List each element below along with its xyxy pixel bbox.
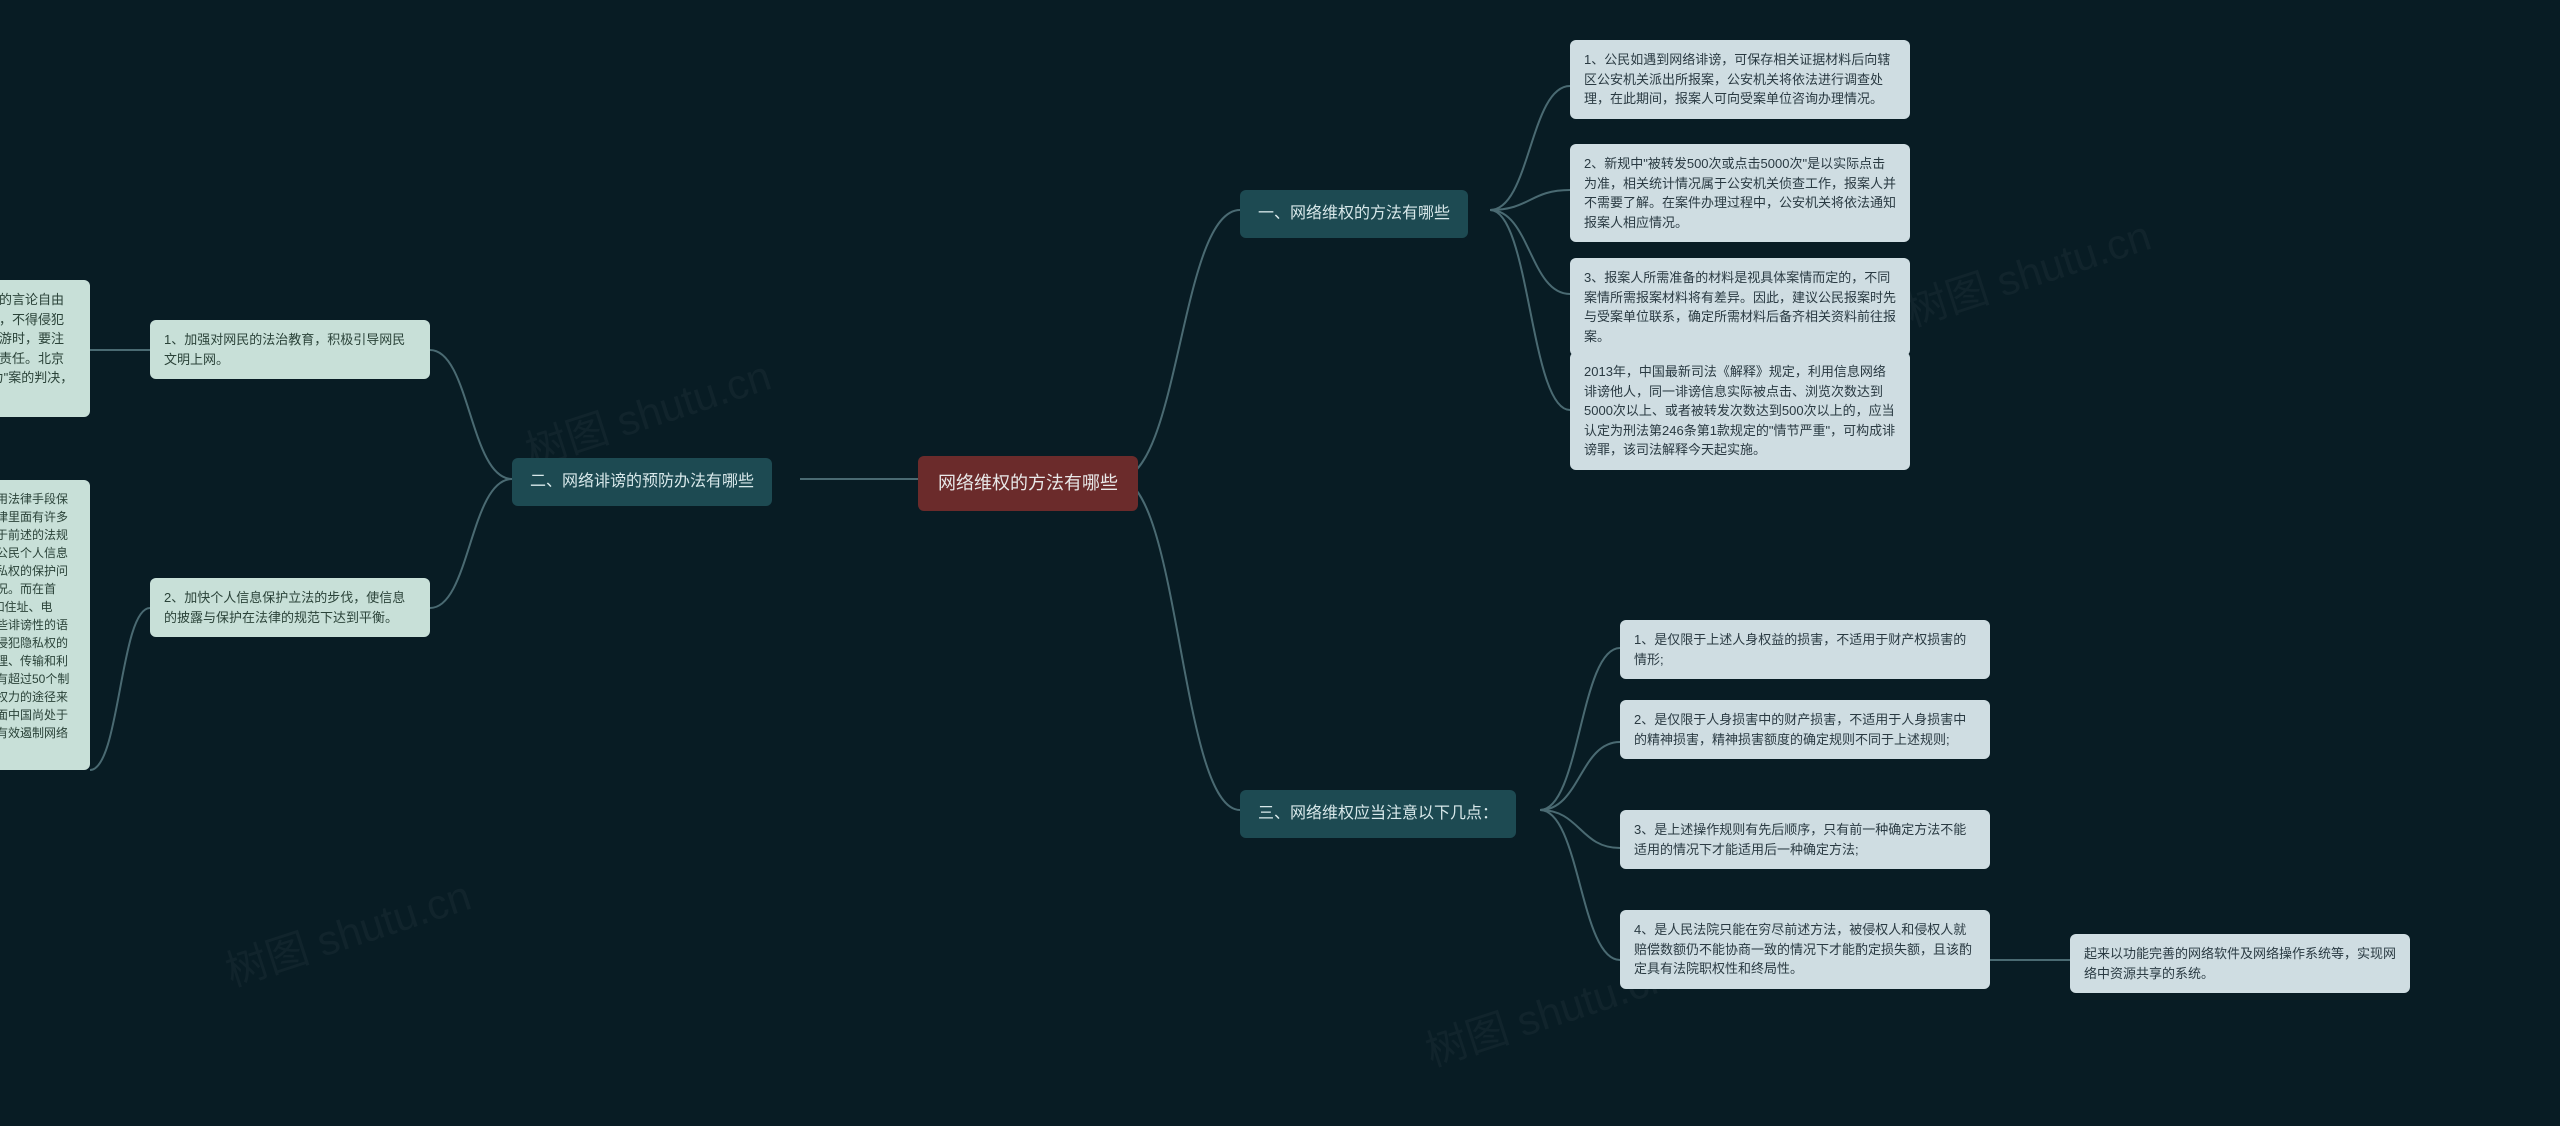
branch-3-item-4: 4、是人民法院只能在穷尽前述方法，被侵权人和侵权人就赔偿数额仍不能协商一致的情况… <box>1620 910 1990 989</box>
branch-1-item-1: 1、公民如遇到网络诽谤，可保存相关证据材料后向辖区公安机关派出所报案，公安机关将… <box>1570 40 1910 119</box>
mindmap-root: 网络维权的方法有哪些 <box>918 456 1138 511</box>
branch-1-item-2: 2、新规中"被转发500次或点击5000次"是以实际点击为准，相关统计情况属于公… <box>1570 144 1910 242</box>
watermark: 树图 shutu.cn <box>1897 202 2158 339</box>
branch-3-item-1: 1、是仅限于上述人身权益的损害，不适用于财产权损害的情形; <box>1620 620 1990 679</box>
branch-2-item-1: 1、加强对网民的法治教育，积极引导网民文明上网。 <box>150 320 430 379</box>
branch-1-item-3: 3、报案人所需准备的材料是视具体案情而定的，不同案情所需报案材料将有差异。因此，… <box>1570 258 1910 356</box>
branch-3-item-2: 2、是仅限于人身损害中的财产损害，不适用于人身损害中的精神损害，精神损害额度的确… <box>1620 700 1990 759</box>
branch-2: 二、网络诽谤的预防办法有哪些 <box>512 458 772 506</box>
branch-2-item-2-detail: 要防治网络诽谤，应加强法治建设，用法律手段保护网络隐私权不受侵犯。中国现行法律里… <box>0 480 90 770</box>
branch-1-item-4: 2013年，中国最新司法《解释》规定，利用信息网络诽谤他人，同一诽谤信息实际被点… <box>1570 352 1910 470</box>
branch-3: 三、网络维权应当注意以下几点： <box>1240 790 1516 838</box>
branch-2-item-2: 2、加快个人信息保护立法的步伐，使信息的披露与保护在法律的规范下达到平衡。 <box>150 578 430 637</box>
watermark: 树图 shutu.cn <box>217 862 478 999</box>
branch-3-extra: 起来以功能完善的网络软件及网络操作系统等，实现网络中资源共享的系统。 <box>2070 934 2410 993</box>
branch-3-item-3: 3、是上述操作规则有先后顺序，只有前一种确定方法不能适用的情况下才能适用后一种确… <box>1620 810 1990 869</box>
branch-2-item-1-detail: 网民有言论的自由，但在行使自己的言论自由权利时，不得违反国家法律的规定，不得侵犯… <box>0 280 90 417</box>
branch-1: 一、网络维权的方法有哪些 <box>1240 190 1468 238</box>
